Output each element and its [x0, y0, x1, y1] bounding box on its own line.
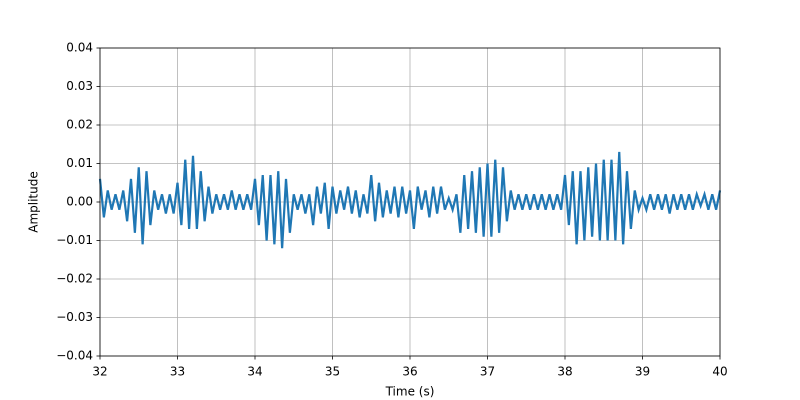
y-tick-label: 0.04 [66, 41, 93, 55]
x-tick-label: 35 [325, 365, 340, 379]
y-tick-label: 0.00 [66, 195, 93, 209]
y-tick-label: −0.03 [56, 310, 93, 324]
x-tick-label: 37 [480, 365, 495, 379]
y-axis-label: Amplitude [27, 171, 41, 233]
waveform-line [98, 151, 722, 249]
y-tick-label: 0.03 [66, 79, 93, 93]
y-tick-label: −0.02 [56, 272, 93, 286]
y-tick-label: 0.02 [66, 118, 93, 132]
y-tick-label: 0.01 [66, 156, 93, 170]
plot-frame [99, 47, 721, 357]
x-tick-label: 36 [402, 365, 417, 379]
x-tick-label: 40 [712, 365, 727, 379]
y-tick-label: −0.01 [56, 233, 93, 247]
y-tick-label: −0.04 [56, 349, 93, 363]
x-tick-label: 32 [92, 365, 107, 379]
x-tick-label: 38 [557, 365, 572, 379]
x-tick-label: 34 [247, 365, 262, 379]
x-tick-label: 33 [170, 365, 185, 379]
x-tick-label: 39 [635, 365, 650, 379]
x-axis-label: Time (s) [385, 385, 435, 399]
